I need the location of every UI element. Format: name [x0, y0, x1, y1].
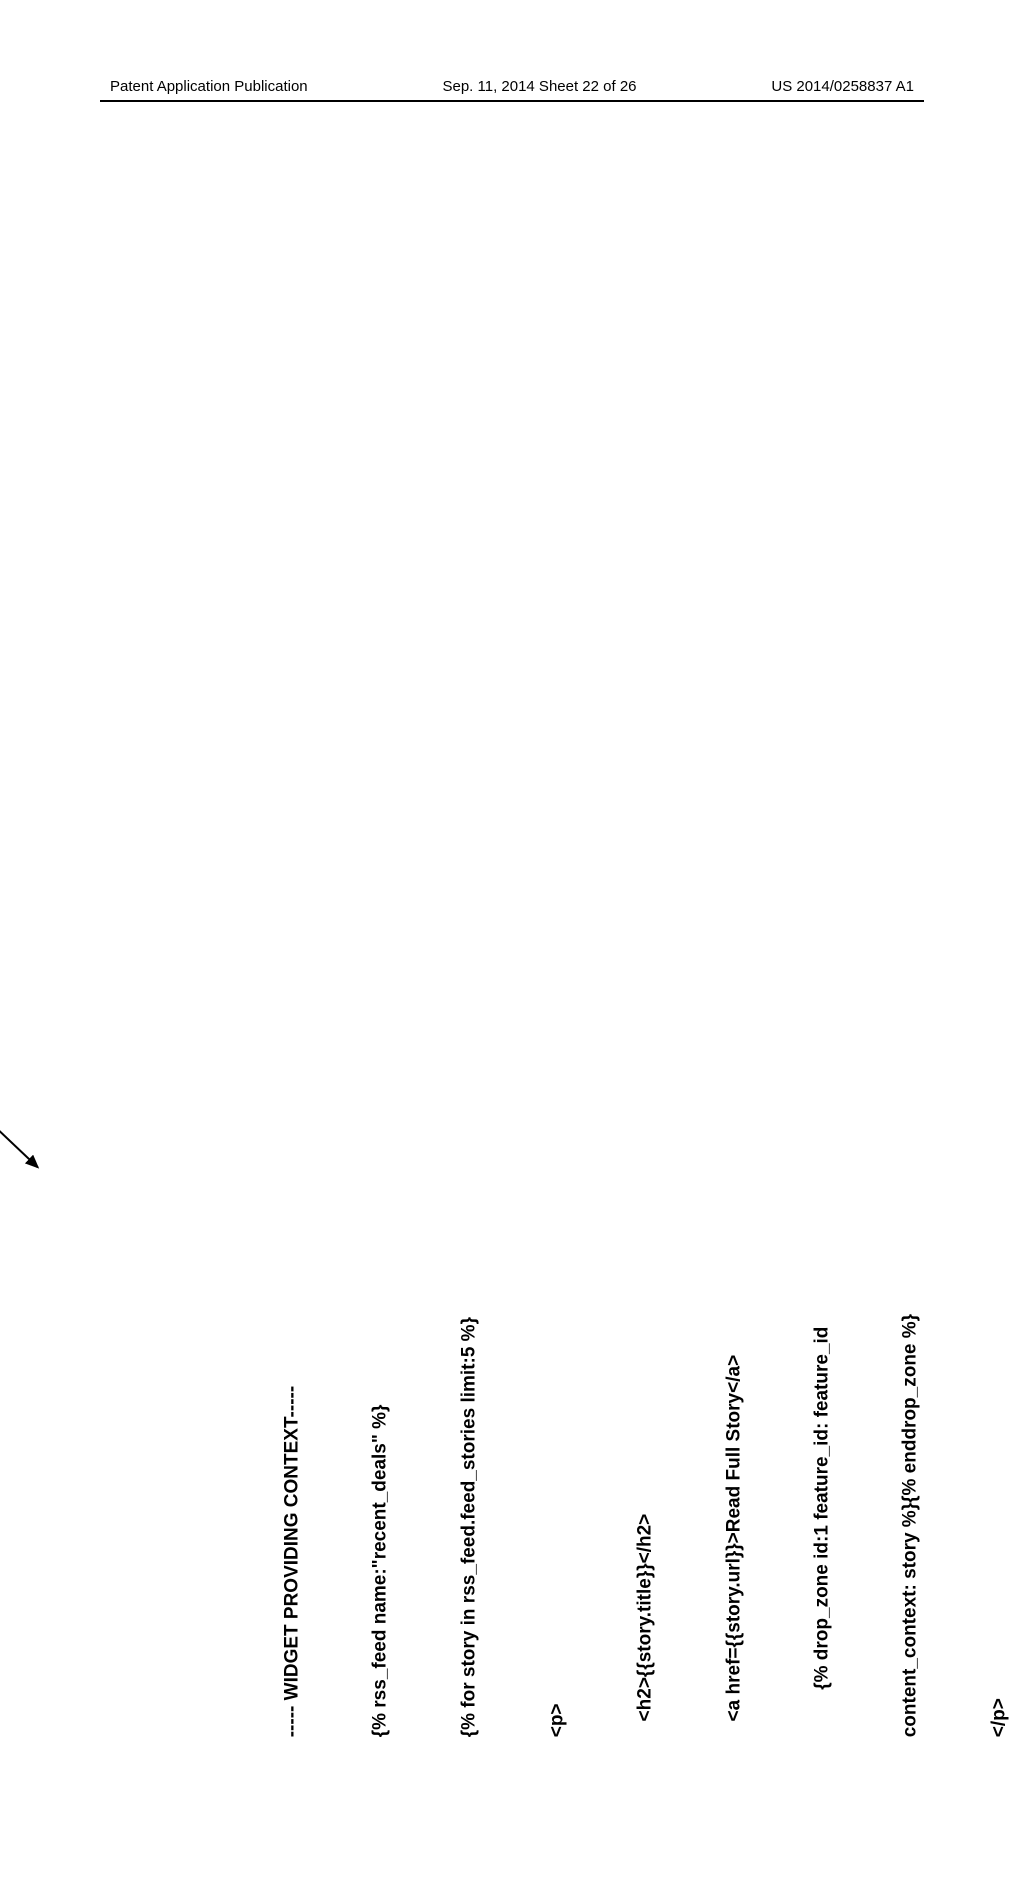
code-line: {% for story in rss_feed.feed_stories li…: [454, 987, 483, 1737]
arrow-906-icon: [0, 1075, 48, 1175]
code-line: {% drop_zone id:1 feature_id: feature_id: [808, 987, 837, 1737]
page-header: Patent Application Publication Sep. 11, …: [0, 78, 1024, 95]
code-line: {% rss_feed name:"recent_deals" %}: [366, 987, 395, 1737]
code-line: <h2>{{story.title}}</h2>: [631, 987, 660, 1737]
rotated-figure: Fig. 9 902 904 906: [0, 987, 1024, 1887]
code-line: <a href={{story.url}}>Read Full Story</a…: [719, 987, 748, 1737]
header-left: Patent Application Publication: [110, 78, 308, 95]
code-line: content_context: story %}{% enddrop_zone…: [896, 987, 925, 1737]
code-line: </p>: [984, 987, 1013, 1737]
code-block: 902 904 906: [0, 987, 1024, 1737]
header-center: Sep. 11, 2014 Sheet 22 of 26: [442, 78, 636, 95]
code-line: <p>: [543, 987, 572, 1737]
code-line: ----- WIDGET PROVIDING CONTEXT-----: [278, 987, 307, 1737]
header-rule: [100, 100, 924, 102]
header-right: US 2014/0258837 A1: [771, 78, 914, 95]
